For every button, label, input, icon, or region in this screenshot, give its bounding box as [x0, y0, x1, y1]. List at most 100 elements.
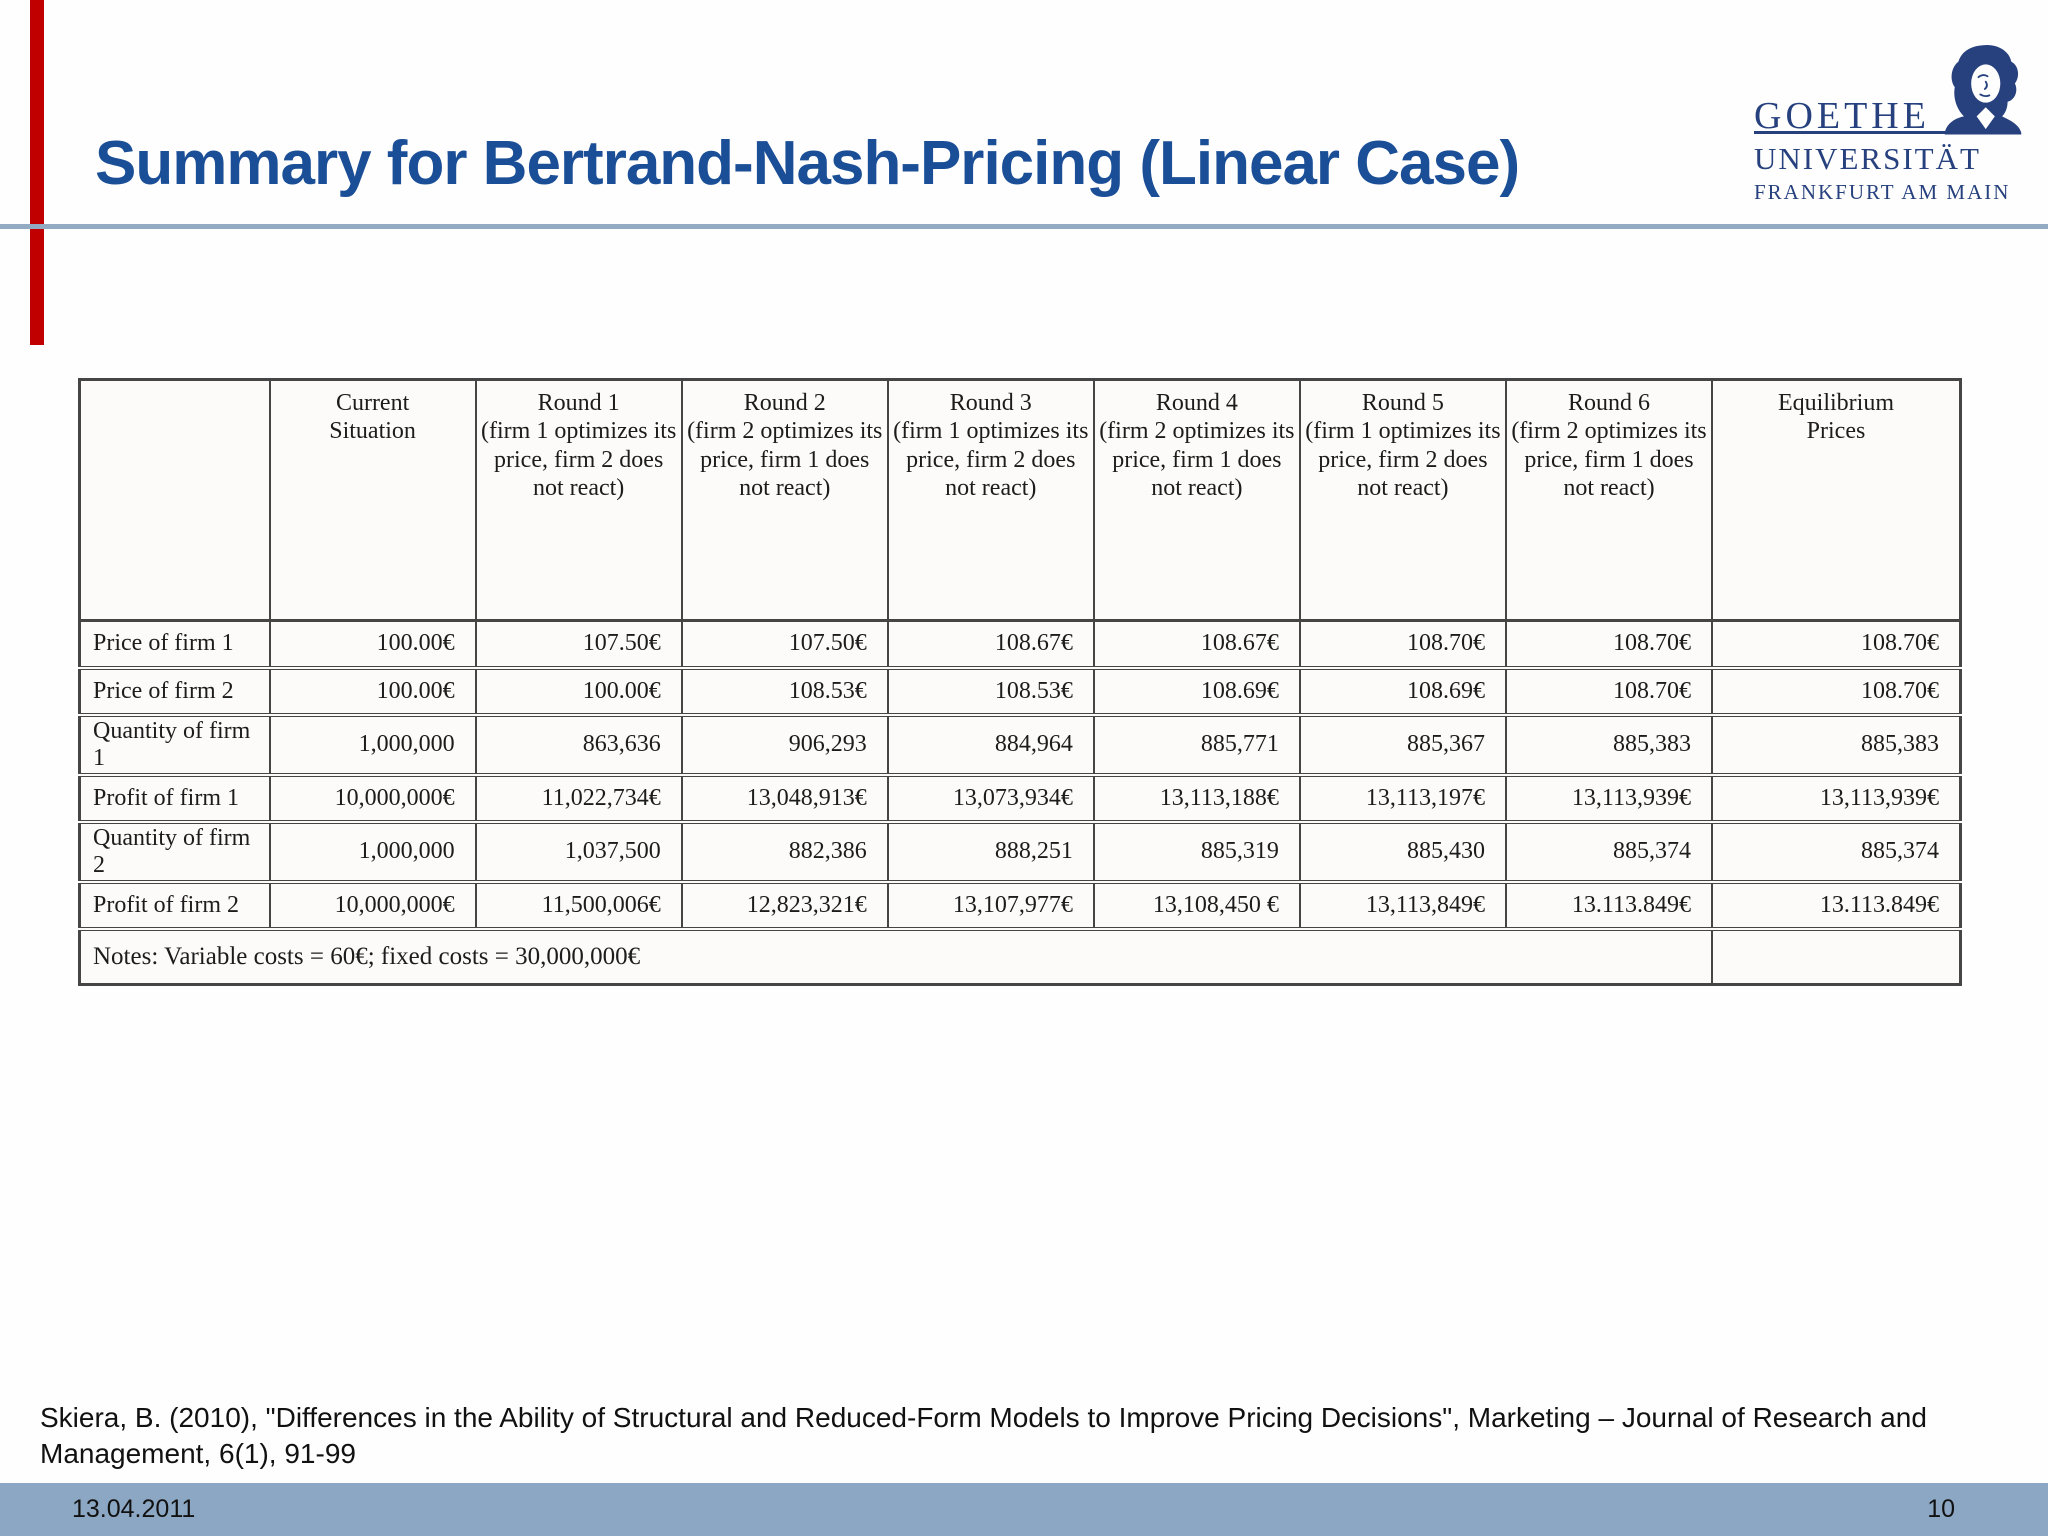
table-cell: 108.70€ [1711, 620, 1962, 670]
citation: Skiera, B. (2010), "Differences in the A… [40, 1400, 1980, 1472]
table-cell: 11,022,734€ [474, 774, 683, 824]
table-cell: 885,383 [1504, 714, 1714, 777]
table-cell: 1,000,000 [268, 821, 477, 884]
table-cell: 108.67€ [886, 620, 1095, 670]
table-cell: 108.69€ [1092, 667, 1301, 717]
table-row: Price of firm 1 100.00€ 107.50€ 107.50€ 108.… [78, 620, 1962, 670]
table-cell: 11,500,006€ [474, 881, 683, 931]
table-cell: 13,048,913€ [680, 774, 889, 824]
page-title: Summary for Bertrand-Nash-Pricing (Linea… [95, 129, 1520, 198]
table-cell: 108.69€ [1298, 667, 1507, 717]
column-header: Round 5 (firm 1 optimizes its price, firm… [1298, 379, 1507, 622]
column-header-name: Round 6 [1567, 390, 1650, 416]
column-header: Round 6 (firm 2 optimizes its price, firm… [1504, 379, 1714, 622]
column-header-name: Round 4 [1155, 390, 1238, 416]
column-header: Equilibrium Prices [1711, 379, 1962, 622]
table-cell: 884,964 [886, 714, 1095, 777]
table-cell: 107.50€ [680, 620, 889, 670]
column-header-name: Equilibrium [1778, 390, 1894, 416]
table-notes-empty-cell [1711, 928, 1962, 986]
table-notes-row: Notes: Variable costs = 60€; fixed costs… [78, 928, 1962, 986]
column-header-detail: (firm 1 optimizes its price, firm 2 does… [481, 418, 677, 501]
footer-bar: 13.04.2011 10 [0, 1483, 2048, 1536]
table-cell: 885,430 [1298, 821, 1507, 884]
column-header-detail: (firm 2 optimizes its price, firm 1 does… [687, 418, 883, 501]
column-header-name: Round 3 [949, 390, 1032, 416]
red-accent-bar [30, 0, 44, 345]
table-cell: 10,000,000€ [268, 881, 477, 931]
column-header: Round 3 (firm 1 optimizes its price, firm… [886, 379, 1095, 622]
column-header-detail: Prices [1806, 418, 1866, 445]
table-cell: 1,000,000 [268, 714, 477, 777]
logo-universitaet-label: UNIVERSITÄT [1754, 141, 1981, 176]
table-cell: 108.53€ [680, 667, 889, 717]
goethe-portrait-icon [1944, 44, 2022, 135]
title-divider [0, 224, 2048, 229]
table-cell: 108.67€ [1092, 620, 1301, 670]
footer-date: 13.04.2011 [72, 1495, 196, 1523]
table-cell: 13,073,934€ [886, 774, 1095, 824]
table-cell: 108.70€ [1504, 667, 1714, 717]
table-cell: 906,293 [680, 714, 889, 777]
row-label: Price of firm 1 [78, 620, 271, 670]
table-header-row: Current Situation Round 1 (firm 1 optimizes… [78, 379, 1962, 622]
table-cell: 13.113.849€ [1504, 881, 1714, 931]
logo-frankfurt-label: FRANKFURT AM MAIN [1754, 180, 2011, 204]
table-cell: 13,113,188€ [1092, 774, 1301, 824]
table-cell: 885,367 [1298, 714, 1507, 777]
row-label: Quantity of firm 1 [78, 714, 271, 777]
table-cell: 13,107,977€ [886, 881, 1095, 931]
table-cell: 10,000,000€ [268, 774, 477, 824]
bertrand-nash-results-table: Current Situation Round 1 (firm 1 optimizes… [78, 378, 1962, 986]
column-header-name: Round 5 [1361, 390, 1444, 416]
table-row: Price of firm 2 100.00€ 100.00€ 108.53€ 108.… [78, 667, 1962, 717]
column-header: Round 2 (firm 2 optimizes its price, firm… [680, 379, 889, 622]
row-label: Profit of firm 2 [78, 881, 271, 931]
table-cell: 13,113,197€ [1298, 774, 1507, 824]
table-cell: 100.00€ [268, 620, 477, 670]
column-header [78, 379, 271, 622]
logo-divider [1754, 131, 2018, 134]
table-row: Profit of firm 1 10,000,000€ 11,022,734€ 13… [78, 774, 1962, 824]
column-header-name: Round 2 [743, 390, 826, 416]
citation-line-2: Management, 6(1), 91-99 [40, 1437, 356, 1469]
table-cell: 100.00€ [268, 667, 477, 717]
table-cell: 13,108,450 € [1092, 881, 1301, 931]
footer-page-number: 10 [1927, 1495, 1955, 1523]
table-cell: 888,251 [886, 821, 1095, 884]
table-cell: 13.113.849€ [1711, 881, 1962, 931]
table-cell: 863,636 [474, 714, 683, 777]
row-label: Price of firm 2 [78, 667, 271, 717]
column-header-detail: (firm 2 optimizes its price, firm 1 does… [1099, 418, 1295, 501]
table-cell: 13,113,849€ [1298, 881, 1507, 931]
column-header-detail: (firm 1 optimizes its price, firm 2 does… [1305, 418, 1501, 501]
row-label: Quantity of firm 2 [78, 821, 271, 884]
table-cell: 108.70€ [1504, 620, 1714, 670]
table-cell: 107.50€ [474, 620, 683, 670]
table-cell: 1,037,500 [474, 821, 683, 884]
table-cell: 885,374 [1711, 821, 1962, 884]
table-cell: 885,319 [1092, 821, 1301, 884]
column-header-detail: (firm 1 optimizes its price, firm 2 does… [893, 418, 1089, 501]
table-row: Quantity of firm 1 1,000,000 863,636 906,29… [78, 714, 1962, 777]
table-cell: 108.70€ [1711, 667, 1962, 717]
table-row: Profit of firm 2 10,000,000€ 11,500,006€ 12… [78, 881, 1962, 931]
university-logo: GOETHE UNIVERSITÄT FRANKFURT AM MAIN [1748, 42, 2024, 212]
table-cell: 12,823,321€ [680, 881, 889, 931]
column-header-name: Round 1 [537, 390, 620, 416]
column-header: Current Situation [268, 379, 477, 622]
table-cell: 108.70€ [1298, 620, 1507, 670]
table-cell: 108.53€ [886, 667, 1095, 717]
table-notes: Notes: Variable costs = 60€; fixed costs… [78, 928, 1713, 986]
table-cell: 885,374 [1504, 821, 1714, 884]
table-cell: 885,771 [1092, 714, 1301, 777]
table-cell: 100.00€ [474, 667, 683, 717]
citation-line-1: Skiera, B. (2010), "Differences in the A… [40, 1402, 1927, 1433]
column-header: Round 4 (firm 2 optimizes its price, firm… [1092, 379, 1301, 622]
table-row: Quantity of firm 2 1,000,000 1,037,500 882,… [78, 821, 1962, 884]
column-header-detail: Situation [329, 418, 416, 445]
table-cell: 13,113,939€ [1711, 774, 1962, 824]
table-cell: 13,113,939€ [1504, 774, 1714, 824]
column-header-name: Current [335, 390, 410, 416]
